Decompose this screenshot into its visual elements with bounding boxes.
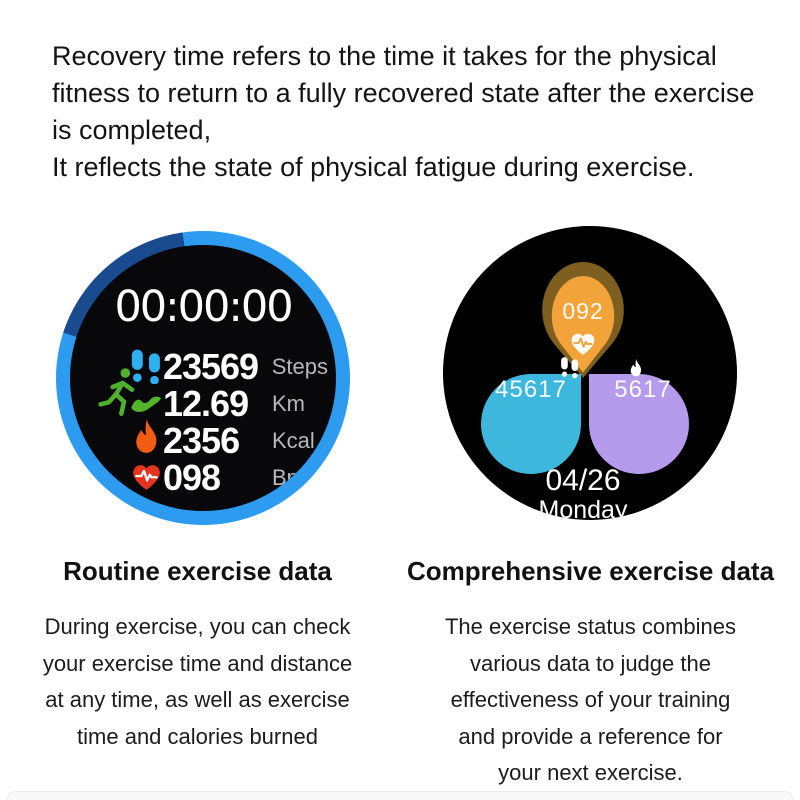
steps-value: 45617	[495, 376, 567, 403]
description-line: During exercise, you can check	[44, 614, 351, 639]
comprehensive-column: Comprehensive exercise data The exercise…	[398, 556, 783, 792]
description-line: your exercise time and distance	[42, 650, 353, 676]
distance-row: 12.69 Km	[130, 382, 328, 424]
watch-screen: 00:00:00	[70, 245, 336, 511]
heart-rate-row: 098 Bpm	[130, 456, 328, 498]
comprehensive-description: The exercise status combines various dat…	[398, 609, 783, 792]
steps-unit: Steps	[271, 353, 328, 379]
description-line: effectiveness of your training	[450, 687, 731, 712]
watch-face-routine: 00:00:00	[56, 231, 350, 525]
watch-face-comprehensive: 092 45617 5617 04/26 Monday	[443, 226, 737, 520]
stopwatch-time: 00:00:00	[114, 282, 293, 332]
distance-unit: Km	[272, 390, 305, 416]
intro-line: is completed,	[52, 115, 212, 145]
calories-value: 5617	[614, 376, 672, 403]
intro-line: It reflects the state of physical fatigu…	[52, 152, 695, 182]
description-line: your next exercise.	[498, 760, 683, 785]
intro-line: Recovery time refers to the time it take…	[52, 41, 717, 71]
calories-petal	[589, 374, 689, 474]
description-line: at any time, as well as exercise	[45, 687, 350, 712]
flame-icon	[130, 419, 163, 462]
description-line: The exercise status combines	[444, 614, 737, 639]
weekday-label: Monday	[538, 496, 628, 520]
next-section-edge	[6, 791, 794, 800]
footprints-icon	[560, 355, 580, 380]
flame-icon	[627, 359, 645, 381]
description-line: and provide a reference for	[458, 723, 723, 749]
steps-value: 23569	[162, 345, 259, 387]
calories-value: 2356	[163, 419, 240, 461]
calories-unit: Kcal	[272, 427, 315, 453]
description-line: various data to judge the	[470, 650, 711, 676]
heart-pulse-icon	[569, 331, 597, 357]
steps-row: 23569 Steps	[130, 345, 328, 387]
routine-column: Routine exercise data During exercise, y…	[25, 556, 370, 755]
comprehensive-heading: Comprehensive exercise data	[406, 556, 775, 586]
shoe-icon	[130, 392, 163, 415]
intro-line: fitness to return to a fully recovered s…	[52, 78, 755, 108]
heart-rate-unit: Bpm	[272, 464, 318, 490]
description-line: time and calories burned	[77, 723, 318, 749]
heart-pulse-icon	[130, 462, 163, 492]
heart-rate-value: 098	[163, 456, 221, 498]
date-label: 04/26	[545, 464, 621, 497]
distance-value: 12.69	[163, 382, 249, 424]
steps-petal	[481, 374, 581, 474]
intro-paragraph: Recovery time refers to the time it take…	[52, 38, 762, 186]
metrics-list: 23569 Steps 12.69 Km	[130, 345, 328, 498]
heart-rate-value: 092	[562, 298, 604, 324]
runner-icon	[98, 360, 138, 426]
calories-row: 2356 Kcal	[130, 419, 328, 462]
footprints-icon	[130, 349, 163, 385]
routine-description: During exercise, you can check your exer…	[25, 609, 370, 755]
routine-heading: Routine exercise data	[63, 556, 332, 586]
